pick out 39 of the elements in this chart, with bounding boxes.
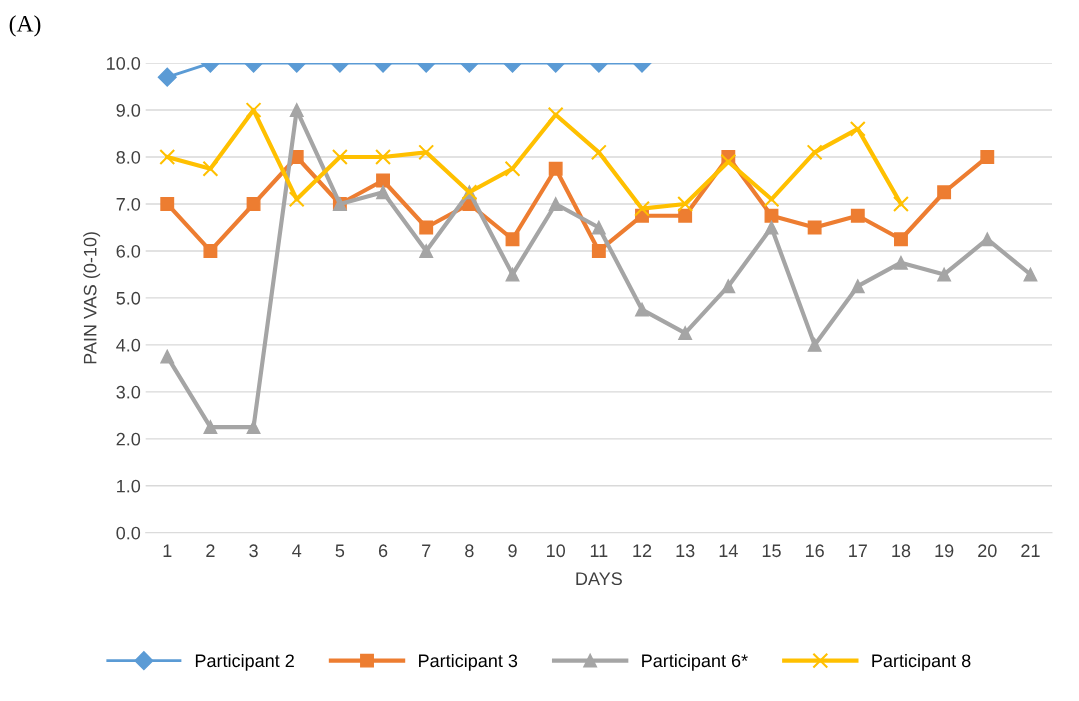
x-tick-label: 13 xyxy=(676,544,695,558)
legend-label: Participant 8 xyxy=(872,653,971,671)
x-tick-label: 15 xyxy=(762,544,781,558)
chart-title: (A) xyxy=(9,15,41,37)
y-tick-label: 3.0 xyxy=(116,385,141,399)
y-tick-label: 5.0 xyxy=(116,291,141,305)
y-tick-label: 0.0 xyxy=(116,526,141,540)
y-tick-label: 4.0 xyxy=(116,338,141,352)
x-tick-label: 16 xyxy=(805,544,824,558)
x-tick-label: 1 xyxy=(163,544,172,557)
x-tick-label: 10 xyxy=(547,544,566,558)
x-tick-label: 21 xyxy=(1021,544,1040,557)
x-tick-label: 12 xyxy=(633,544,652,557)
x-tick-label: 18 xyxy=(892,544,911,558)
y-axis-title: PAIN VAS (0-10) xyxy=(83,232,101,364)
y-tick-label: 7.0 xyxy=(116,197,141,211)
x-tick-label: 5 xyxy=(335,544,345,558)
x-tick-label: 7 xyxy=(422,544,431,557)
x-tick-label: 19 xyxy=(935,544,954,558)
x-axis-title: DAYS xyxy=(576,572,622,586)
legend-label: Participant 6* xyxy=(642,653,748,671)
legend-label: Participant 3 xyxy=(419,653,518,671)
x-tick-label: 6 xyxy=(378,544,388,558)
x-tick-label: 4 xyxy=(292,544,302,557)
legend-label: Participant 2 xyxy=(195,653,294,671)
x-tick-label: 9 xyxy=(508,544,517,558)
x-tick-label: 11 xyxy=(590,544,608,557)
x-tick-label: 14 xyxy=(719,544,738,557)
y-tick-label: 2.0 xyxy=(116,432,141,446)
x-tick-label: 2 xyxy=(206,544,215,557)
y-tick-label: 1.0 xyxy=(117,479,141,493)
y-tick-label: 10.0 xyxy=(107,57,141,70)
x-tick-label: 8 xyxy=(465,544,474,558)
y-tick-label: 6.0 xyxy=(116,244,141,258)
x-tick-label: 3 xyxy=(249,544,258,558)
x-tick-label: 17 xyxy=(849,544,867,557)
y-tick-label: 9.0 xyxy=(116,103,141,117)
y-tick-label: 8.0 xyxy=(116,150,141,164)
x-tick-label: 20 xyxy=(978,544,997,558)
